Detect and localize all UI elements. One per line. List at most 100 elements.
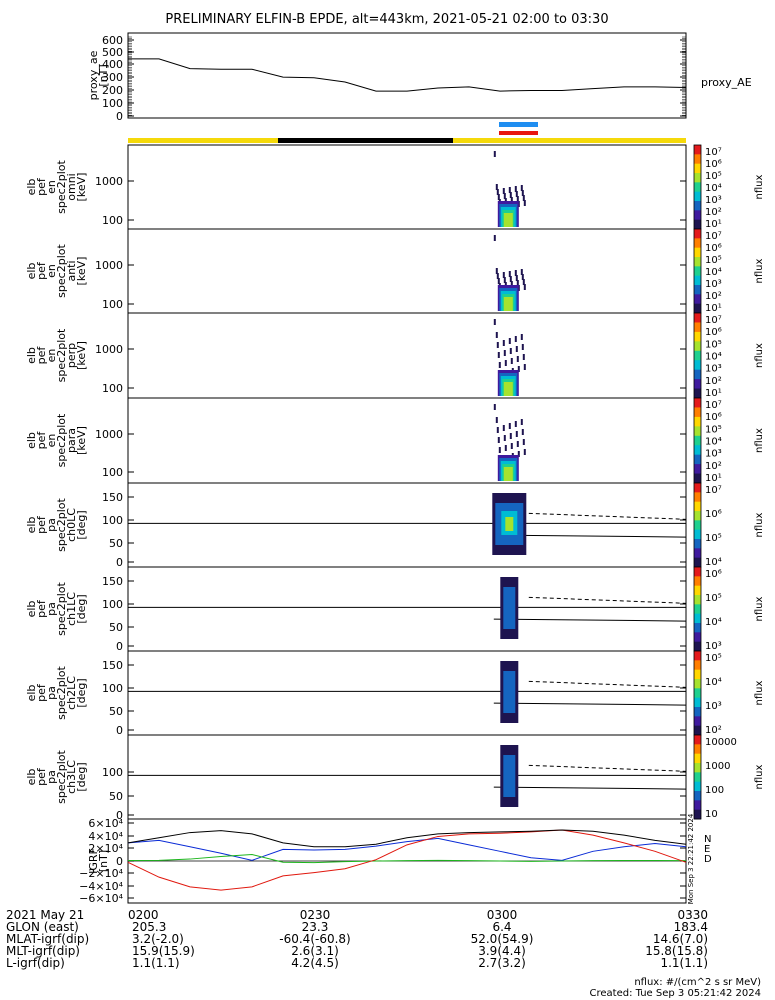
ytick-igrf: −2×10⁴ — [79, 867, 123, 880]
footer-value: 205.3 — [132, 920, 166, 934]
spectrogram-fleck — [497, 352, 500, 358]
panel-frame-perp — [127, 312, 687, 399]
ytick-ch0LC: 100 — [102, 514, 123, 527]
colorbar-tick-omni: 10⁷ — [705, 147, 722, 158]
colorbar-segment-ch3LC — [694, 791, 701, 801]
ylabel-anti: elb — [25, 263, 38, 280]
spectrogram-fleck — [516, 196, 519, 202]
ylabel-proxy_ae: proxy_ae — [87, 50, 100, 100]
dashed-loss-cone — [528, 512, 687, 520]
colorbar-segment-ch1LC — [694, 567, 701, 577]
spectrogram-fleck — [495, 332, 498, 338]
pa-cell — [505, 517, 514, 531]
spectrogram-fleck — [520, 185, 523, 191]
colorbar-segment-perp — [694, 379, 701, 390]
colorbar-segment-ch0LC — [694, 529, 701, 540]
page-title: PRELIMINARY ELFIN-B EPDE, alt=443km, 202… — [165, 12, 608, 27]
ytick-perp: 100 — [102, 382, 123, 395]
colorbar-label-ch0LC: nflux — [754, 512, 765, 537]
colorbar-label-ch1LC: nflux — [754, 596, 765, 621]
colorbar-tick-para: 10¹ — [705, 473, 722, 484]
colorbar-tick-anti: 10³ — [705, 279, 722, 290]
ylabel-ch3LC: pa — [45, 770, 58, 784]
ytick-ch2LC: 100 — [102, 682, 123, 695]
colorbar-segment-omni — [694, 191, 701, 202]
footer-value: -60.4(-60.8) — [279, 932, 350, 946]
colorbar-segment-ch3LC — [694, 809, 701, 820]
colorbar-segment-ch2LC — [694, 679, 701, 689]
ylabel-ch2LC: pef — [35, 683, 48, 702]
panel-frame-ch2LC — [127, 650, 687, 736]
footer-value: 183.4 — [674, 920, 708, 934]
colorbar-tick-perp: 10⁷ — [705, 315, 722, 326]
colorbar-segment-para — [694, 416, 701, 427]
eclipse-bar — [278, 138, 453, 143]
colorbar-segment-omni — [694, 210, 701, 221]
spectrogram-fleck — [502, 425, 505, 431]
ylabel-ch3LC: pef — [35, 767, 48, 786]
ytick-perp: 1000 — [95, 343, 123, 356]
ylabel-igrf: [nT] — [97, 850, 110, 872]
pa-cell — [503, 587, 516, 629]
spectrogram-anti — [493, 235, 526, 311]
units-note: nflux: #/(cm^2 s sr MeV) — [634, 977, 761, 988]
antiloss-cone-line — [493, 618, 687, 622]
spectrogram-fleck — [515, 275, 518, 281]
colorbar-ch3LC — [693, 734, 702, 820]
colorbar-segment-perp — [694, 350, 701, 361]
colorbar-segment-ch1LC — [694, 623, 701, 633]
ytick-ch3LC: 100 — [102, 766, 123, 779]
ytick-igrf: 6×10⁴ — [88, 817, 123, 830]
colorbar-segment-ch0LC — [694, 511, 701, 521]
ytick-ch0LC: 150 — [102, 491, 123, 504]
spectrogram-fleck — [508, 338, 511, 344]
spectrogram-fleck — [510, 281, 513, 287]
panel-frame-ch3LC — [127, 734, 687, 820]
colorbar-segment-anti — [694, 229, 701, 239]
footer-value: 2.6(3.1) — [291, 944, 339, 958]
spectrogram-fleck — [509, 276, 512, 282]
colorbar-segment-ch2LC — [694, 725, 701, 736]
ylabel-anti: en — [45, 264, 58, 278]
colorbar-segment-anti — [694, 266, 701, 277]
spectrogram-fleck — [520, 419, 523, 425]
ylabel-ch1LC: spec2plot — [55, 582, 68, 636]
igrf-line-|B| — [127, 829, 687, 848]
spectrogram-fleck — [514, 186, 517, 192]
spectrogram-fleck — [516, 441, 519, 447]
ytick-proxy_ae: 0 — [116, 110, 123, 123]
dashed-loss-cone — [528, 764, 687, 772]
spectrogram-fleck — [496, 189, 499, 195]
colorbar-segment-ch2LC — [694, 651, 701, 661]
ylabel-ch0LC: pa — [45, 518, 58, 532]
colorbar-tick-ch1LC: 10⁵ — [705, 593, 722, 604]
colorbar-segment-ch1LC — [694, 632, 701, 643]
colorbar-segment-ch2LC — [694, 660, 701, 671]
ylabel-proxy_ae: [nT] — [97, 64, 110, 86]
colorbar-segment-omni — [694, 182, 701, 193]
colorbar-segment-ch2LC — [694, 669, 701, 680]
spectrogram-fleck — [516, 356, 519, 362]
ylabel-para: elb — [25, 432, 38, 449]
colorbar-tick-ch3LC: 1000 — [705, 761, 730, 772]
epd-mode-blue-bar — [499, 122, 538, 127]
colorbar-label-anti: nflux — [754, 258, 765, 283]
ytick-proxy_ae: 200 — [102, 84, 123, 97]
spectrogram-para — [493, 404, 526, 481]
ylabel-igrf: IGRF — [87, 848, 100, 874]
footer-value: 23.3 — [302, 920, 329, 934]
ylabel-anti: [keV] — [75, 257, 88, 286]
pitch-angle-ch1LC — [128, 577, 687, 639]
ylabel-omni: pef — [35, 177, 48, 196]
colorbar-tick-ch3LC: 10 — [705, 809, 718, 820]
ylabel-para: [keV] — [75, 426, 88, 455]
ylabel-perp: [keV] — [75, 341, 88, 370]
colorbar-tick-perp: 10¹ — [705, 388, 722, 399]
colorbar-segment-perp — [694, 313, 701, 323]
pitch-angle-ch0LC — [128, 493, 687, 555]
colorbar-segment-ch1LC — [694, 613, 701, 624]
spectrogram-fleck — [523, 200, 526, 206]
spectrogram-fleck — [504, 445, 507, 451]
ytick-igrf: −6×10⁴ — [79, 892, 123, 905]
footer-value: 2.7(3.2) — [478, 956, 526, 970]
